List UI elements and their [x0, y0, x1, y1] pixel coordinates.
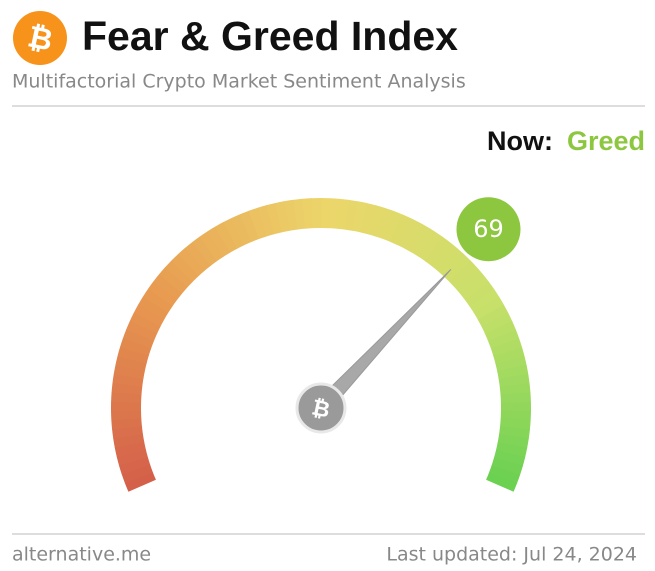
gauge-arc	[434, 249, 441, 254]
gauge-arc	[215, 239, 223, 244]
gauge-arc	[508, 351, 510, 360]
gauge-arc	[427, 244, 434, 249]
gauge-arc	[380, 222, 389, 225]
gauge-arc	[151, 304, 156, 312]
last-updated: Last updated: Jul 24, 2024	[386, 544, 637, 566]
gauge-arc	[278, 216, 287, 218]
gauge-arc	[128, 436, 129, 445]
gauge-arc	[513, 377, 514, 386]
gauge-arc	[133, 461, 136, 470]
now-label: Now:	[487, 126, 553, 156]
gauge-arc	[156, 297, 161, 305]
gauge-arc	[136, 469, 139, 477]
gauge-arc	[132, 351, 134, 360]
gauge-arc	[505, 343, 508, 352]
gauge-arc	[419, 240, 427, 245]
gauge-arc	[515, 385, 516, 394]
gauge-arc	[201, 249, 208, 254]
gauge-arc	[499, 327, 503, 335]
gauge-arc	[254, 222, 263, 225]
gauge-arc	[130, 359, 132, 368]
gauge-arc	[246, 225, 254, 228]
value-label: 69	[473, 215, 504, 243]
gauge-arc	[127, 376, 128, 385]
gauge-arc	[129, 368, 131, 377]
gauge-arc	[503, 470, 506, 478]
gauge-arc	[512, 368, 514, 377]
gauge-arc	[134, 343, 137, 352]
gauge-arc	[330, 213, 339, 214]
gauge-arc	[477, 291, 482, 298]
gauge-arc	[491, 312, 495, 320]
gauge-arc	[188, 259, 195, 265]
gauge-arc	[372, 220, 381, 223]
gauge-arc	[127, 427, 128, 436]
gauge-arc	[486, 305, 491, 313]
gauge-arc	[137, 335, 140, 343]
gauge-arc	[441, 254, 448, 260]
gauge-arc	[230, 231, 238, 235]
gauge-arc	[412, 235, 420, 239]
gauge-arc	[165, 283, 171, 290]
gauge-arc	[139, 477, 142, 485]
gauge-arc	[511, 445, 513, 454]
gauge-arc	[287, 215, 296, 216]
gauge-arc	[208, 244, 215, 249]
gauge-arc	[160, 290, 165, 297]
gauge-arc	[195, 254, 202, 260]
gauge-arc	[514, 428, 515, 437]
gauge-arc	[447, 259, 454, 265]
gauge-arc	[270, 218, 279, 220]
gauge-arc	[482, 298, 487, 306]
gauge-arc	[506, 462, 509, 471]
gauge-arc	[495, 320, 499, 328]
gauge-arc	[262, 220, 271, 223]
gauge-arc	[515, 419, 516, 428]
gauge-arc	[347, 215, 356, 216]
gauge-arc	[182, 265, 188, 271]
gauge-arc	[512, 436, 514, 445]
gauge-arc	[466, 277, 472, 284]
chart-title: Fear & Greed Index	[82, 13, 458, 59]
classification: Greed	[567, 126, 645, 156]
gauge-arc	[396, 228, 404, 232]
gauge-arc	[304, 213, 313, 214]
gauge-arc	[355, 216, 364, 218]
gauge-arc	[143, 319, 147, 327]
gauge-arc	[171, 277, 177, 284]
gauge-arc	[510, 360, 512, 369]
gauge-arc	[238, 228, 246, 232]
gauge-arc	[508, 453, 510, 462]
source: alternative.me	[12, 544, 151, 566]
gauge-arc	[404, 232, 412, 236]
gauge-arc	[147, 312, 151, 320]
gauge-arc	[140, 327, 144, 335]
gauge-arc	[388, 225, 396, 228]
gauge-arc	[338, 214, 347, 215]
gauge-arc	[500, 478, 503, 486]
chart-subtitle: Multifactorial Crypto Market Sentiment A…	[12, 71, 466, 93]
gauge-arc	[295, 214, 304, 215]
gauge-arc	[454, 265, 460, 271]
gauge: ₿69	[126, 197, 520, 486]
gauge-arc	[127, 385, 128, 394]
gauge-arc	[502, 335, 505, 343]
gauge-arc	[223, 235, 231, 239]
gauge-arc	[471, 284, 477, 291]
gauge-arc	[129, 444, 131, 453]
gauge-arc	[126, 419, 127, 428]
gauge-arc	[364, 218, 373, 220]
gauge-arc	[460, 271, 466, 278]
gauge-arc	[176, 271, 182, 278]
gauge-arc	[131, 453, 133, 462]
